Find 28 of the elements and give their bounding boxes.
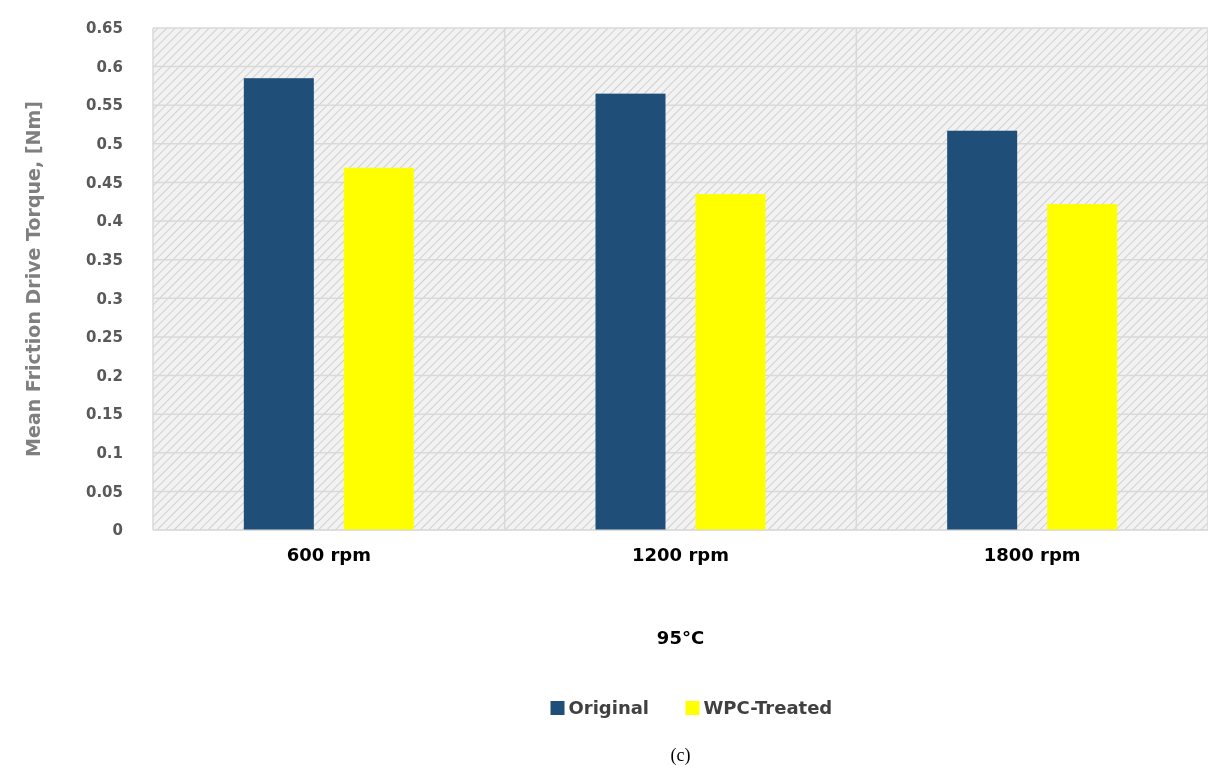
- y-tick-label: 0.15: [85, 405, 123, 424]
- bar: [695, 194, 766, 530]
- y-tick-label: 0.5: [96, 135, 123, 154]
- y-tick-label: 0.35: [85, 250, 123, 269]
- y-tick-label: 0: [112, 521, 123, 540]
- y-tick-label: 0.3: [96, 289, 123, 308]
- bar: [595, 93, 666, 530]
- legend-label: WPC-Treated: [703, 697, 833, 719]
- bar: [1047, 204, 1118, 530]
- bar: [243, 78, 314, 530]
- legend-label: Original: [568, 697, 650, 719]
- x-tick-label: 1200 rpm: [632, 544, 729, 565]
- y-tick-label: 0.4: [96, 212, 123, 231]
- y-tick-label: 0.55: [85, 96, 123, 115]
- y-tick-label: 0.65: [85, 19, 123, 38]
- x-axis-title: 95°C: [656, 627, 705, 648]
- y-axis-title: Mean Friction Drive Torque, [Nm]: [22, 101, 44, 457]
- bar: [947, 130, 1018, 530]
- y-tick-label: 0.1: [96, 444, 123, 463]
- x-tick-label: 1800 rpm: [983, 544, 1081, 565]
- y-tick-label: 0.2: [96, 366, 123, 385]
- y-tick-label: 0.25: [85, 328, 123, 347]
- bar: [343, 167, 414, 530]
- text: (c): [670, 745, 691, 766]
- x-tick-label: 600 rpm: [286, 544, 372, 565]
- y-tick-label: 0.6: [96, 57, 123, 76]
- y-tick-label: 0.05: [85, 482, 123, 501]
- y-tick-label: 0.45: [85, 173, 123, 192]
